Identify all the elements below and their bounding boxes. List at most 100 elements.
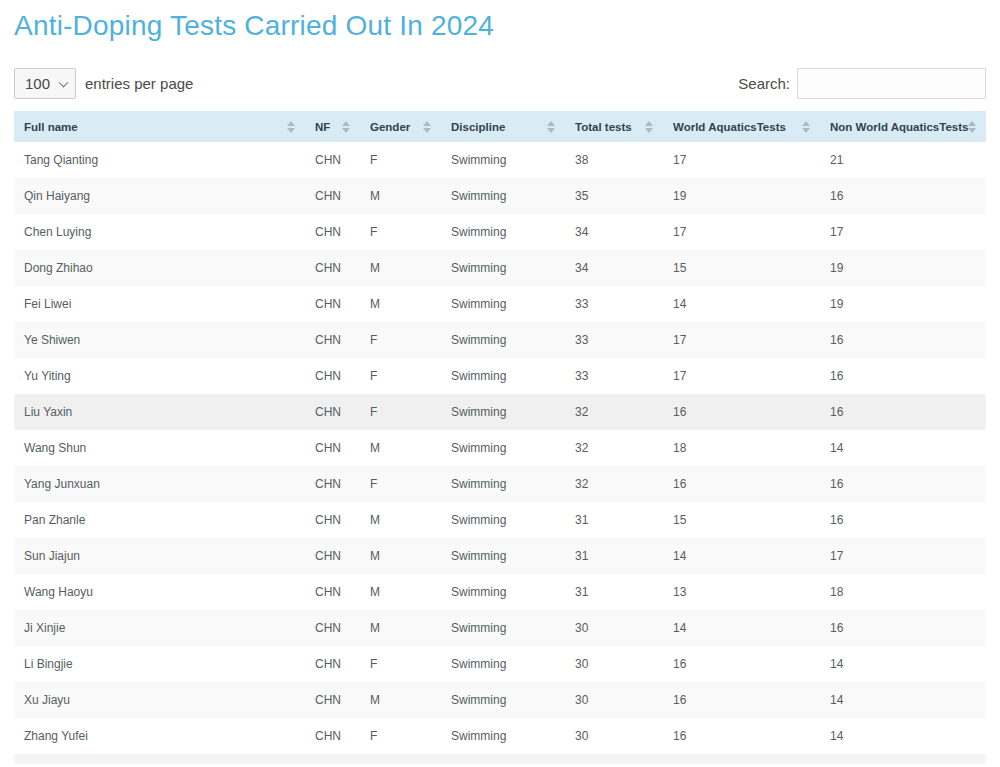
cell-discipline: Swimming bbox=[441, 682, 565, 718]
cell-non-world-aquatics-tests: 16 bbox=[820, 358, 986, 394]
column-label: Discipline bbox=[451, 121, 505, 133]
cell-discipline: Swimming bbox=[441, 718, 565, 754]
cell-world-aquatics-tests: 14 bbox=[663, 538, 820, 574]
cell-gender: M bbox=[360, 574, 441, 610]
search-input[interactable] bbox=[797, 68, 986, 99]
table-row: Sun Jiajun CHN M Swimming 31 14 17 bbox=[14, 538, 986, 574]
cell-total-tests: 33 bbox=[565, 286, 663, 322]
cell-total-tests: 32 bbox=[565, 466, 663, 502]
column-header-discipline[interactable]: Discipline bbox=[441, 111, 565, 142]
results-table: Full name NF Gender Discipline Total tes… bbox=[14, 111, 986, 754]
cell-gender: M bbox=[360, 430, 441, 466]
cell-full-name: Qin Haiyang bbox=[14, 178, 305, 214]
cell-world-aquatics-tests: 13 bbox=[663, 574, 820, 610]
cell-full-name: Dong Zhihao bbox=[14, 250, 305, 286]
sort-icon[interactable] bbox=[802, 121, 810, 133]
table-header: Full name NF Gender Discipline Total tes… bbox=[14, 111, 986, 142]
cell-total-tests: 33 bbox=[565, 358, 663, 394]
column-label: Gender bbox=[370, 121, 410, 133]
cell-world-aquatics-tests: 17 bbox=[663, 322, 820, 358]
cell-nf: CHN bbox=[305, 682, 360, 718]
cell-nf: CHN bbox=[305, 718, 360, 754]
cell-total-tests: 32 bbox=[565, 430, 663, 466]
table-row: Tang Qianting CHN F Swimming 38 17 21 bbox=[14, 142, 986, 178]
table-row: Wang Shun CHN M Swimming 32 18 14 bbox=[14, 430, 986, 466]
cell-total-tests: 33 bbox=[565, 322, 663, 358]
cell-full-name: Fei Liwei bbox=[14, 286, 305, 322]
cell-gender: F bbox=[360, 322, 441, 358]
cell-full-name: Ye Shiwen bbox=[14, 322, 305, 358]
cell-nf: CHN bbox=[305, 466, 360, 502]
column-header-total-tests[interactable]: Total tests bbox=[565, 111, 663, 142]
page-size-controls: 100 entries per page bbox=[14, 68, 193, 99]
table-row: Dong Zhihao CHN M Swimming 34 15 19 bbox=[14, 250, 986, 286]
cell-nf: CHN bbox=[305, 214, 360, 250]
table-row: Chen Luying CHN F Swimming 34 17 17 bbox=[14, 214, 986, 250]
table-row: Qin Haiyang CHN M Swimming 35 19 16 bbox=[14, 178, 986, 214]
cell-full-name: Li Bingjie bbox=[14, 646, 305, 682]
cell-total-tests: 30 bbox=[565, 682, 663, 718]
cell-nf: CHN bbox=[305, 358, 360, 394]
sort-icon[interactable] bbox=[547, 121, 555, 133]
cell-full-name: Ji Xinjie bbox=[14, 610, 305, 646]
cell-total-tests: 34 bbox=[565, 250, 663, 286]
cell-non-world-aquatics-tests: 19 bbox=[820, 250, 986, 286]
cell-full-name: Pan Zhanle bbox=[14, 502, 305, 538]
cell-gender: F bbox=[360, 394, 441, 430]
cell-full-name: Xu Jiayu bbox=[14, 682, 305, 718]
table-row: Yang Junxuan CHN F Swimming 32 16 16 bbox=[14, 466, 986, 502]
cell-full-name: Yang Junxuan bbox=[14, 466, 305, 502]
sort-icon[interactable] bbox=[423, 121, 431, 133]
page-size-select[interactable]: 100 bbox=[14, 68, 76, 99]
column-label: Non World AquaticsTests bbox=[830, 121, 968, 133]
entries-per-page-label: entries per page bbox=[85, 75, 193, 92]
column-header-non-world-aquatics-tests[interactable]: Non World AquaticsTests bbox=[820, 111, 986, 142]
cell-discipline: Swimming bbox=[441, 646, 565, 682]
cell-gender: F bbox=[360, 214, 441, 250]
cell-world-aquatics-tests: 14 bbox=[663, 286, 820, 322]
search-controls: Search: bbox=[738, 68, 986, 99]
cell-total-tests: 31 bbox=[565, 574, 663, 610]
column-header-gender[interactable]: Gender bbox=[360, 111, 441, 142]
table-row: Li Bingjie CHN F Swimming 30 16 14 bbox=[14, 646, 986, 682]
sort-icon[interactable] bbox=[968, 121, 976, 133]
cell-world-aquatics-tests: 14 bbox=[663, 610, 820, 646]
cell-total-tests: 30 bbox=[565, 646, 663, 682]
column-header-nf[interactable]: NF bbox=[305, 111, 360, 142]
cell-nf: CHN bbox=[305, 178, 360, 214]
cell-total-tests: 35 bbox=[565, 178, 663, 214]
cell-full-name: Chen Luying bbox=[14, 214, 305, 250]
cell-world-aquatics-tests: 16 bbox=[663, 466, 820, 502]
cell-non-world-aquatics-tests: 19 bbox=[820, 286, 986, 322]
cell-non-world-aquatics-tests: 14 bbox=[820, 682, 986, 718]
cell-nf: CHN bbox=[305, 250, 360, 286]
cell-discipline: Swimming bbox=[441, 322, 565, 358]
cell-full-name: Wang Haoyu bbox=[14, 574, 305, 610]
cell-non-world-aquatics-tests: 21 bbox=[820, 142, 986, 178]
table-row: Fei Liwei CHN M Swimming 33 14 19 bbox=[14, 286, 986, 322]
cell-nf: CHN bbox=[305, 610, 360, 646]
cell-world-aquatics-tests: 17 bbox=[663, 214, 820, 250]
cell-discipline: Swimming bbox=[441, 394, 565, 430]
cell-gender: M bbox=[360, 286, 441, 322]
cell-discipline: Swimming bbox=[441, 538, 565, 574]
column-header-world-aquatics-tests[interactable]: World AquaticsTests bbox=[663, 111, 820, 142]
cell-world-aquatics-tests: 18 bbox=[663, 430, 820, 466]
table-body: Tang Qianting CHN F Swimming 38 17 21 Qi… bbox=[14, 142, 986, 754]
cell-non-world-aquatics-tests: 14 bbox=[820, 646, 986, 682]
sort-icon[interactable] bbox=[342, 121, 350, 133]
cell-gender: M bbox=[360, 178, 441, 214]
cell-full-name: Zhang Yufei bbox=[14, 718, 305, 754]
column-label: Full name bbox=[24, 121, 78, 133]
cell-discipline: Swimming bbox=[441, 574, 565, 610]
cell-nf: CHN bbox=[305, 646, 360, 682]
column-header-full-name[interactable]: Full name bbox=[14, 111, 305, 142]
sort-icon[interactable] bbox=[287, 121, 295, 133]
cell-total-tests: 30 bbox=[565, 718, 663, 754]
table-row: Ye Shiwen CHN F Swimming 33 17 16 bbox=[14, 322, 986, 358]
cell-nf: CHN bbox=[305, 322, 360, 358]
page-size-select-wrap: 100 bbox=[14, 68, 76, 99]
cell-full-name: Liu Yaxin bbox=[14, 394, 305, 430]
cell-world-aquatics-tests: 17 bbox=[663, 142, 820, 178]
sort-icon[interactable] bbox=[645, 121, 653, 133]
